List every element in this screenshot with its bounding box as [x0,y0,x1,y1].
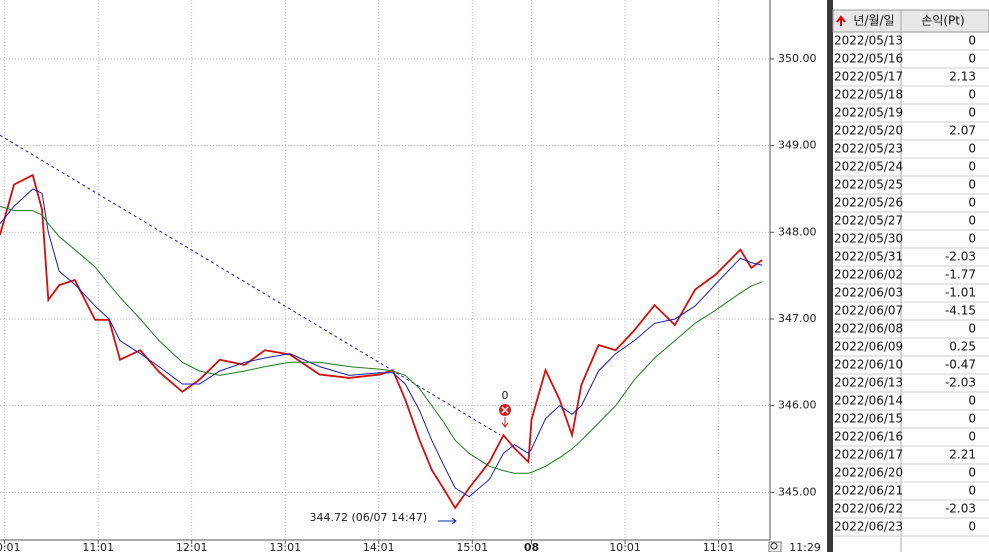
date-cell: 2022/05/13 [834,34,903,48]
date-cell: 2022/05/31 [834,250,903,264]
low-label: 344.72 (06/07 14:47) [310,511,427,524]
pnl-cell: 0 [968,160,976,174]
zoom-icon [770,542,778,550]
pnl-cell: -1.01 [945,286,976,300]
date-cell: 2022/06/16 [834,430,903,444]
x-tick-label: 14:01 [363,541,395,552]
y-tick-label: 349.00 [778,139,817,152]
pnl-cell: -2.03 [945,376,976,390]
date-cell: 2022/06/14 [834,394,903,408]
signal-x [501,406,509,414]
pnl-cell: 0 [968,520,976,534]
date-cell: 2022/05/23 [834,142,903,156]
pnl-cell: 0 [968,178,976,192]
date-cell: 2022/06/15 [834,412,903,426]
column-header[interactable]: 년/월/일 [853,14,894,28]
pnl-cell: 0 [968,484,976,498]
date-cell: 2022/06/02 [834,268,903,282]
date-cell: 2022/06/09 [834,340,903,354]
pnl-cell: 2.21 [949,448,976,462]
pnl-cell: 0 [968,196,976,210]
pnl-cell: -2.03 [945,502,976,516]
date-cell: 2022/05/30 [834,232,903,246]
pnl-cell: 0 [968,322,976,336]
pnl-cell: 0 [968,466,976,480]
date-cell: 2022/06/23 [834,520,903,534]
date-cell: 2022/05/26 [834,196,903,210]
pnl-cell: 0 [968,52,976,66]
sort-icon[interactable] [836,15,846,26]
date-cell: 2022/06/17 [834,448,903,462]
pnl-cell: 0 [968,34,976,48]
x-tick-label: 15:01 [456,541,488,552]
y-tick-label: 346.00 [778,399,817,412]
date-cell: 2022/05/24 [834,160,903,174]
pnl-cell: 0 [968,430,976,444]
series-line [0,188,763,498]
y-tick-label: 350.00 [778,52,817,65]
pnl-cell: -4.15 [945,304,976,318]
y-tick-label: 348.00 [778,225,817,238]
pnl-cell: 2.07 [949,124,976,138]
date-cell: 2022/06/22 [834,502,903,516]
date-cell: 2022/05/18 [834,88,903,102]
date-cell: 2022/06/07 [834,304,903,318]
zoom-button[interactable] [768,541,782,552]
pnl-table: 년/월/일 손익(Pt) 2022/05/13 0 2022/05/16 0 2022/… [832,9,989,552]
low-arrow [438,517,457,525]
date-cell: 2022/05/25 [834,178,903,192]
trend-line [0,134,501,436]
x-tick-label: 12:01 [176,541,208,552]
x-tick-label: 11:01 [82,541,114,552]
pnl-cell: 0 [968,214,976,228]
pnl-cell: -1.77 [945,268,976,282]
pnl-cell: 0 [968,88,976,102]
chart: 0 344.72 (06/07 14:47) [0,0,774,544]
signal-label: 0 [502,389,509,402]
y-tick-label: 345.00 [778,485,817,498]
date-cell: 2022/05/17 [834,70,903,84]
date-cell: 2022/05/20 [834,124,903,138]
pnl-cell: 0 [968,412,976,426]
pnl-cell: 0 [968,394,976,408]
x-tick-label: 08 [524,541,539,552]
date-cell: 2022/06/13 [834,376,903,390]
pnl-cell: 0 [968,106,976,120]
table-header [832,9,989,33]
pnl-cell: 2.13 [949,70,976,84]
x-tick-label: 13:01 [269,541,301,552]
date-cell: 2022/06/03 [834,286,903,300]
date-cell: 2022/05/16 [834,52,903,66]
splitter[interactable] [827,0,833,552]
pnl-cell: -0.47 [945,358,976,372]
signal-arrow [501,416,509,428]
x-tick-label: 10:01 [0,541,21,552]
pnl-cell: 0.25 [949,340,976,354]
y-tick-label: 347.00 [778,312,817,325]
column-header[interactable]: 손익(Pt) [921,14,964,28]
x-tick-label: 10:01 [609,541,641,552]
x-tick-label: 11:01 [703,541,735,552]
series-line [0,205,763,474]
pnl-cell: -2.03 [945,250,976,264]
date-cell: 2022/06/08 [834,322,903,336]
pnl-cell: 0 [968,232,976,246]
date-cell: 2022/06/10 [834,358,903,372]
date-cell: 2022/06/20 [834,466,903,480]
series-line [0,173,763,510]
date-cell: 2022/05/27 [834,214,903,228]
date-cell: 2022/05/19 [834,106,903,120]
date-cell: 2022/06/21 [834,484,903,498]
pnl-cell: 0 [968,142,976,156]
current-time: 11:29 [789,541,821,552]
